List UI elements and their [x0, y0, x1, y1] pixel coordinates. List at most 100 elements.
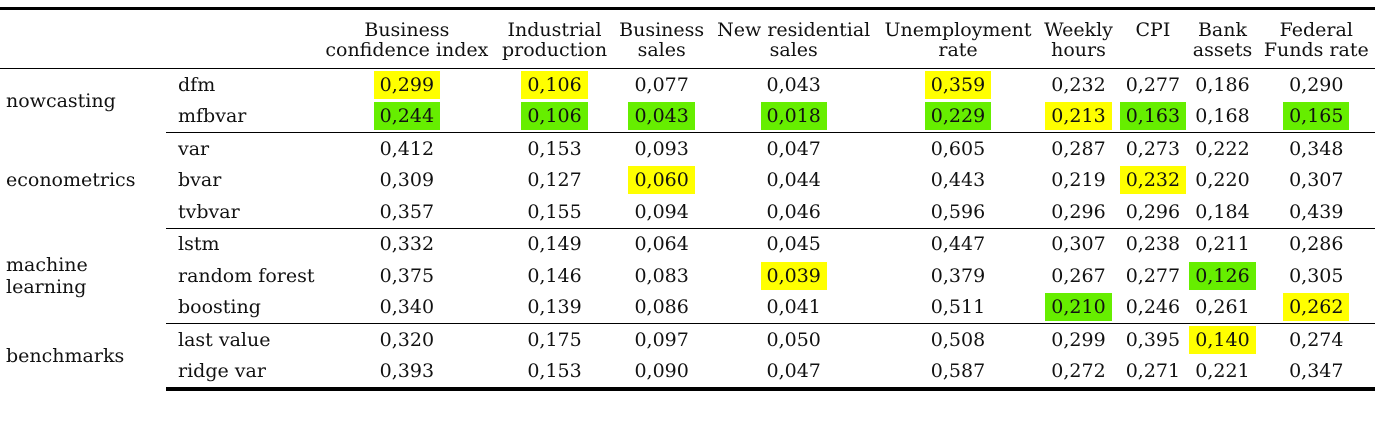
column-header-line: sales — [637, 39, 686, 61]
value: 0,443 — [930, 169, 986, 192]
value-cell: 0,296 — [1038, 196, 1119, 229]
value: 0,340 — [379, 296, 435, 319]
value-cell: 0,220 — [1187, 165, 1257, 197]
column-header-line: Weekly — [1044, 19, 1113, 41]
value-cell: 0,447 — [877, 228, 1038, 260]
value: 0,296 — [1051, 200, 1106, 223]
value-cell: 0,140 — [1187, 324, 1257, 356]
highlighted-value: 0,213 — [1045, 102, 1112, 131]
value: 0,047 — [766, 360, 821, 383]
value-cell: 0,175 — [496, 324, 614, 356]
value: 0,127 — [527, 169, 582, 192]
value: 0,064 — [634, 233, 689, 256]
value-cell: 0,221 — [1187, 355, 1258, 391]
value: 0,320 — [379, 328, 435, 351]
table-row: bvar 0,309 0,127 0,060 0,044 0,443 0,219 0,232 0… — [0, 165, 1375, 197]
value-cell: 0,211 — [1187, 228, 1257, 260]
value-cell: 0,605 — [877, 133, 1038, 165]
highlighted-value: 0,165 — [1283, 102, 1350, 131]
value-cell: 0,443 — [877, 165, 1038, 197]
value-cell: 0,047 — [709, 355, 878, 391]
value: 0,077 — [634, 73, 689, 96]
table-row: ridge var 0,393 0,153 0,090 0,047 0,587 0,272 0… — [0, 355, 1375, 391]
model-name: tvbvar — [166, 196, 318, 229]
column-header: Unemployment rate — [877, 10, 1038, 69]
value: 0,222 — [1195, 137, 1250, 160]
value-cell: 0,213 — [1038, 100, 1119, 133]
value-cell: 0,047 — [710, 133, 877, 165]
column-header: Federal Funds rate — [1258, 10, 1375, 69]
value-cell: 0,077 — [613, 69, 710, 101]
value-cell: 0,511 — [877, 291, 1039, 324]
value: 0,153 — [527, 360, 582, 383]
value-cell: 0,097 — [613, 324, 710, 356]
value-cell: 0,232 — [1039, 69, 1119, 101]
table-head: Business confidence index Industrial produc… — [0, 7, 1375, 69]
value-cell: 0,039 — [710, 260, 877, 292]
column-header-line: Business — [619, 19, 705, 41]
model-name: lstm — [178, 233, 220, 256]
group-label: benchmarks — [6, 345, 125, 368]
value: 0,046 — [766, 200, 821, 223]
table-row: nowcasting dfm 0,299 0,106 0,077 0,043 0,359 0,… — [0, 69, 1375, 112]
table-row: mfbvar 0,244 0,106 0,043 0,018 0,229 0,213 0,16… — [0, 100, 1375, 133]
highlighted-value: 0,244 — [373, 102, 441, 131]
value: 0,219 — [1051, 169, 1106, 192]
value: 0,090 — [634, 360, 689, 383]
column-header: Weekly hours — [1039, 10, 1119, 69]
value: 0,508 — [930, 328, 986, 351]
highlighted-value: 0,140 — [1189, 325, 1256, 354]
value: 0,271 — [1125, 360, 1181, 383]
value: 0,596 — [930, 200, 986, 223]
value-cell: 0,244 — [318, 100, 496, 133]
value: 0,220 — [1195, 169, 1250, 192]
value-cell: 0,165 — [1257, 100, 1375, 133]
value-cell: 0,127 — [496, 165, 614, 197]
value-cell: 0,395 — [1118, 324, 1187, 356]
value-cell: 0,018 — [709, 100, 878, 133]
value-cell: 0,375 — [318, 260, 496, 292]
table-row: boosting 0,340 0,139 0,086 0,041 0,511 0,210 0,… — [0, 291, 1375, 324]
table-row: random forest 0,375 0,146 0,083 0,039 0,379 0,… — [0, 260, 1375, 292]
highlighted-value: 0,232 — [1119, 166, 1187, 195]
column-header-line: Unemployment — [884, 19, 1032, 41]
value: 0,272 — [1051, 360, 1106, 383]
value: 0,043 — [766, 73, 821, 96]
value-cell: 0,262 — [1257, 291, 1375, 324]
value-cell: 0,357 — [318, 196, 496, 229]
column-header-line: Bank — [1197, 19, 1247, 41]
value-cell: 0,305 — [1258, 260, 1375, 292]
highlighted-value: 0,163 — [1119, 102, 1187, 131]
value-cell: 0,393 — [318, 355, 496, 391]
value-cell: 0,153 — [495, 355, 614, 391]
value-cell: 0,277 — [1118, 260, 1187, 292]
value-cell: 0,299 — [1039, 324, 1119, 356]
value-cell: 0,340 — [318, 291, 496, 324]
value-cell: 0,050 — [710, 324, 877, 356]
value-cell: 0,229 — [877, 100, 1039, 133]
value: 0,296 — [1125, 200, 1181, 223]
value: 0,305 — [1289, 264, 1344, 287]
value-cell: 0,186 — [1187, 69, 1257, 101]
model-name: random forest — [178, 264, 315, 287]
value-cell: 0,043 — [710, 69, 877, 101]
value: 0,267 — [1051, 264, 1106, 287]
value-cell: 0,086 — [613, 291, 710, 324]
value: 0,277 — [1125, 73, 1181, 96]
value-cell: 0,273 — [1118, 133, 1187, 165]
highlighted-value: 0,299 — [373, 70, 441, 99]
value: 0,273 — [1125, 137, 1181, 160]
model-name: boosting — [166, 291, 318, 324]
highlighted-value: 0,060 — [628, 166, 695, 195]
value: 0,290 — [1289, 73, 1344, 96]
value: 0,211 — [1195, 233, 1250, 256]
value: 0,393 — [379, 360, 435, 383]
value: 0,093 — [634, 137, 689, 160]
value: 0,307 — [1289, 169, 1344, 192]
value-cell: 0,299 — [318, 69, 496, 101]
highlighted-value: 0,018 — [760, 102, 827, 131]
value-cell: 0,379 — [877, 260, 1038, 292]
value: 0,146 — [527, 264, 582, 287]
value-cell: 0,083 — [613, 260, 710, 292]
value: 0,309 — [379, 169, 435, 192]
